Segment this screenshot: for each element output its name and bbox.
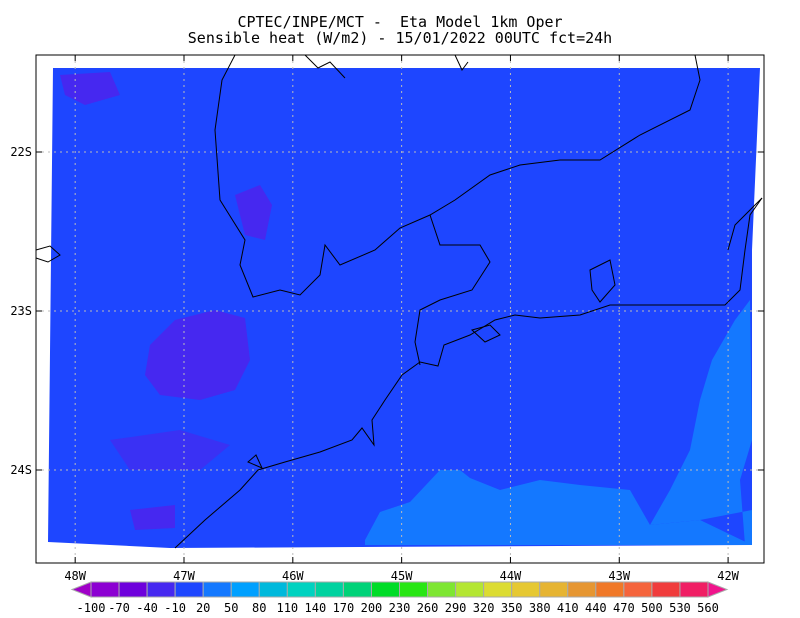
map-frame (35, 54, 765, 564)
colorbar-label: -10 (164, 601, 186, 615)
lat-tick-label: 22S (10, 145, 32, 159)
lon-tick-label: 42W (717, 569, 739, 583)
colorbar-label: 110 (276, 601, 298, 615)
colorbar-label: 500 (641, 601, 663, 615)
colorbar-swatch (286, 581, 316, 598)
colorbar-label: -40 (136, 601, 158, 615)
title-line-1: CPTEC/INPE/MCT - Eta Model 1km Oper (237, 13, 563, 31)
colorbar-label: 530 (669, 601, 691, 615)
colorbar-label: 200 (361, 601, 383, 615)
field-low-patch (145, 310, 250, 400)
title-line-2: Sensible heat (W/m2) - 15/01/2022 00UTC … (187, 29, 613, 47)
colorbar-swatch (118, 581, 148, 598)
colorbar-label: 140 (305, 601, 327, 615)
field-main (48, 68, 760, 548)
colorbar-label: 470 (613, 601, 635, 615)
coastline (174, 197, 763, 549)
coastline-borders (35, 54, 763, 549)
colorbar-swatch (174, 581, 204, 598)
colorbar: -100 -70 -40 -10 20 50 80 110 140 170 200 230 260 290… (70, 581, 729, 615)
colorbar-label: 230 (389, 601, 411, 615)
coast-west (35, 245, 61, 263)
colorbar-swatch (230, 581, 260, 598)
colorbar-label: 260 (417, 601, 439, 615)
colorbar-label: 440 (585, 601, 607, 615)
state-border (214, 54, 701, 298)
colorbar-label: 290 (445, 601, 467, 615)
lat-tick-label: 24S (10, 463, 32, 477)
colorbar-swatch (90, 581, 120, 598)
colorbar-swatch (651, 581, 681, 598)
colorbar-swatch (399, 581, 429, 598)
colorbar-swatch (679, 581, 709, 598)
colorbar-label: 410 (557, 601, 579, 615)
colorbar-swatch (258, 581, 288, 598)
inlet (247, 454, 263, 469)
lat-tick-label: 23S (10, 304, 32, 318)
colorbar-label: 20 (196, 601, 210, 615)
colorbar-swatch (342, 581, 372, 598)
colorbar-swatch (427, 581, 457, 598)
lagoon (589, 259, 616, 303)
colorbar-above-triangle (707, 581, 729, 598)
field-low-patch (130, 505, 175, 530)
gridlines (36, 55, 764, 563)
colorbar-swatch (567, 581, 597, 598)
colorbar-label: -100 (77, 601, 106, 615)
colorbar-swatch (146, 581, 176, 598)
colorbar-label: 350 (501, 601, 523, 615)
colorbar-swatch (455, 581, 485, 598)
lon-tick-label: 43W (608, 569, 630, 583)
field-high-region (365, 470, 752, 545)
coast-top (454, 54, 469, 71)
colorbar-label: 560 (697, 601, 719, 615)
colorbar-label: -70 (108, 601, 130, 615)
state-border (414, 214, 491, 366)
data-field (48, 68, 760, 548)
colorbar-label: 170 (333, 601, 355, 615)
colorbar-label: 80 (252, 601, 266, 615)
colorbar-label: 380 (529, 601, 551, 615)
colorbar-swatch (483, 581, 513, 598)
colorbar-swatch (539, 581, 569, 598)
colorbar-swatch (370, 581, 401, 598)
island (471, 324, 501, 343)
axis-ticks: 22S 23S 24S 48W 47W 46W 45W 44W 43W 42W (10, 55, 764, 583)
field-high-region (650, 300, 752, 545)
colorbar-swatch (623, 581, 653, 598)
colorbar-label: 50 (224, 601, 238, 615)
colorbar-swatch (511, 581, 541, 598)
colorbar-label: 320 (473, 601, 495, 615)
coast-east (727, 197, 763, 251)
lon-tick-label: 46W (282, 569, 304, 583)
lon-tick-label: 45W (391, 569, 413, 583)
colorbar-swatch (202, 581, 232, 598)
lon-tick-label: 47W (173, 569, 195, 583)
field-low-patch (110, 430, 230, 470)
colorbar-below-triangle (70, 581, 92, 598)
colorbar-swatch (314, 581, 344, 598)
colorbar-swatch (595, 581, 625, 598)
field-low-patch (235, 185, 272, 240)
lon-tick-label: 48W (64, 569, 86, 583)
coast-top (304, 54, 346, 79)
lon-tick-label: 44W (500, 569, 522, 583)
